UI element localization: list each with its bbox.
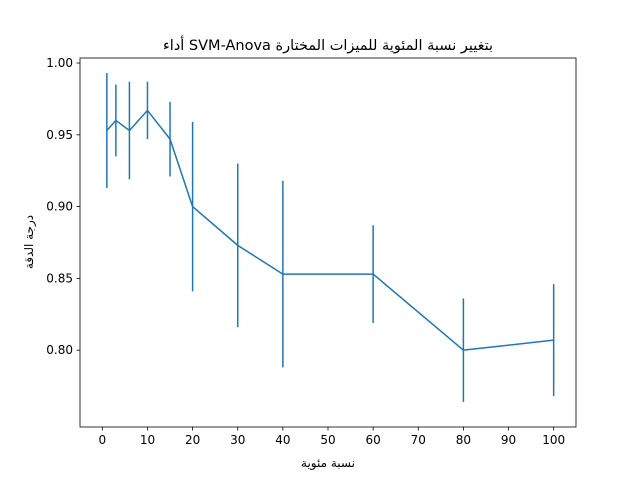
x-tick-label: 80 — [456, 433, 471, 447]
x-tick-label: 10 — [140, 433, 155, 447]
plot-frame — [79, 57, 577, 428]
x-tick-label: 60 — [365, 433, 380, 447]
chart-title: أداء SVM-Anova بتغيير نسبة المئوية للميز… — [163, 35, 493, 54]
y-tick-label: 0.95 — [46, 128, 73, 142]
x-axis-label: نسبة مئوية — [301, 456, 355, 471]
y-tick-label: 0.85 — [46, 271, 73, 285]
y-axis-label: درجة الدقة — [22, 215, 37, 269]
tick-layer: 0 10 20 30 40 50 60 70 80 90 100 0.80 0.85 0.90 0.95 1.… — [46, 56, 565, 447]
x-tick-label: 40 — [275, 433, 290, 447]
x-tick-label: 20 — [185, 433, 200, 447]
x-tick-label: 90 — [501, 433, 516, 447]
x-tick-label: 30 — [230, 433, 245, 447]
x-tick-label: 50 — [320, 433, 335, 447]
x-tick-label: 70 — [411, 433, 426, 447]
x-tick-label: 0 — [99, 433, 107, 447]
y-tick-label: 0.80 — [46, 343, 73, 357]
y-tick-label: 0.90 — [46, 200, 73, 214]
y-tick-label: 1.00 — [46, 56, 73, 70]
plot-area — [80, 58, 576, 427]
x-tick-label: 100 — [542, 433, 565, 447]
series-layer — [106, 73, 555, 402]
